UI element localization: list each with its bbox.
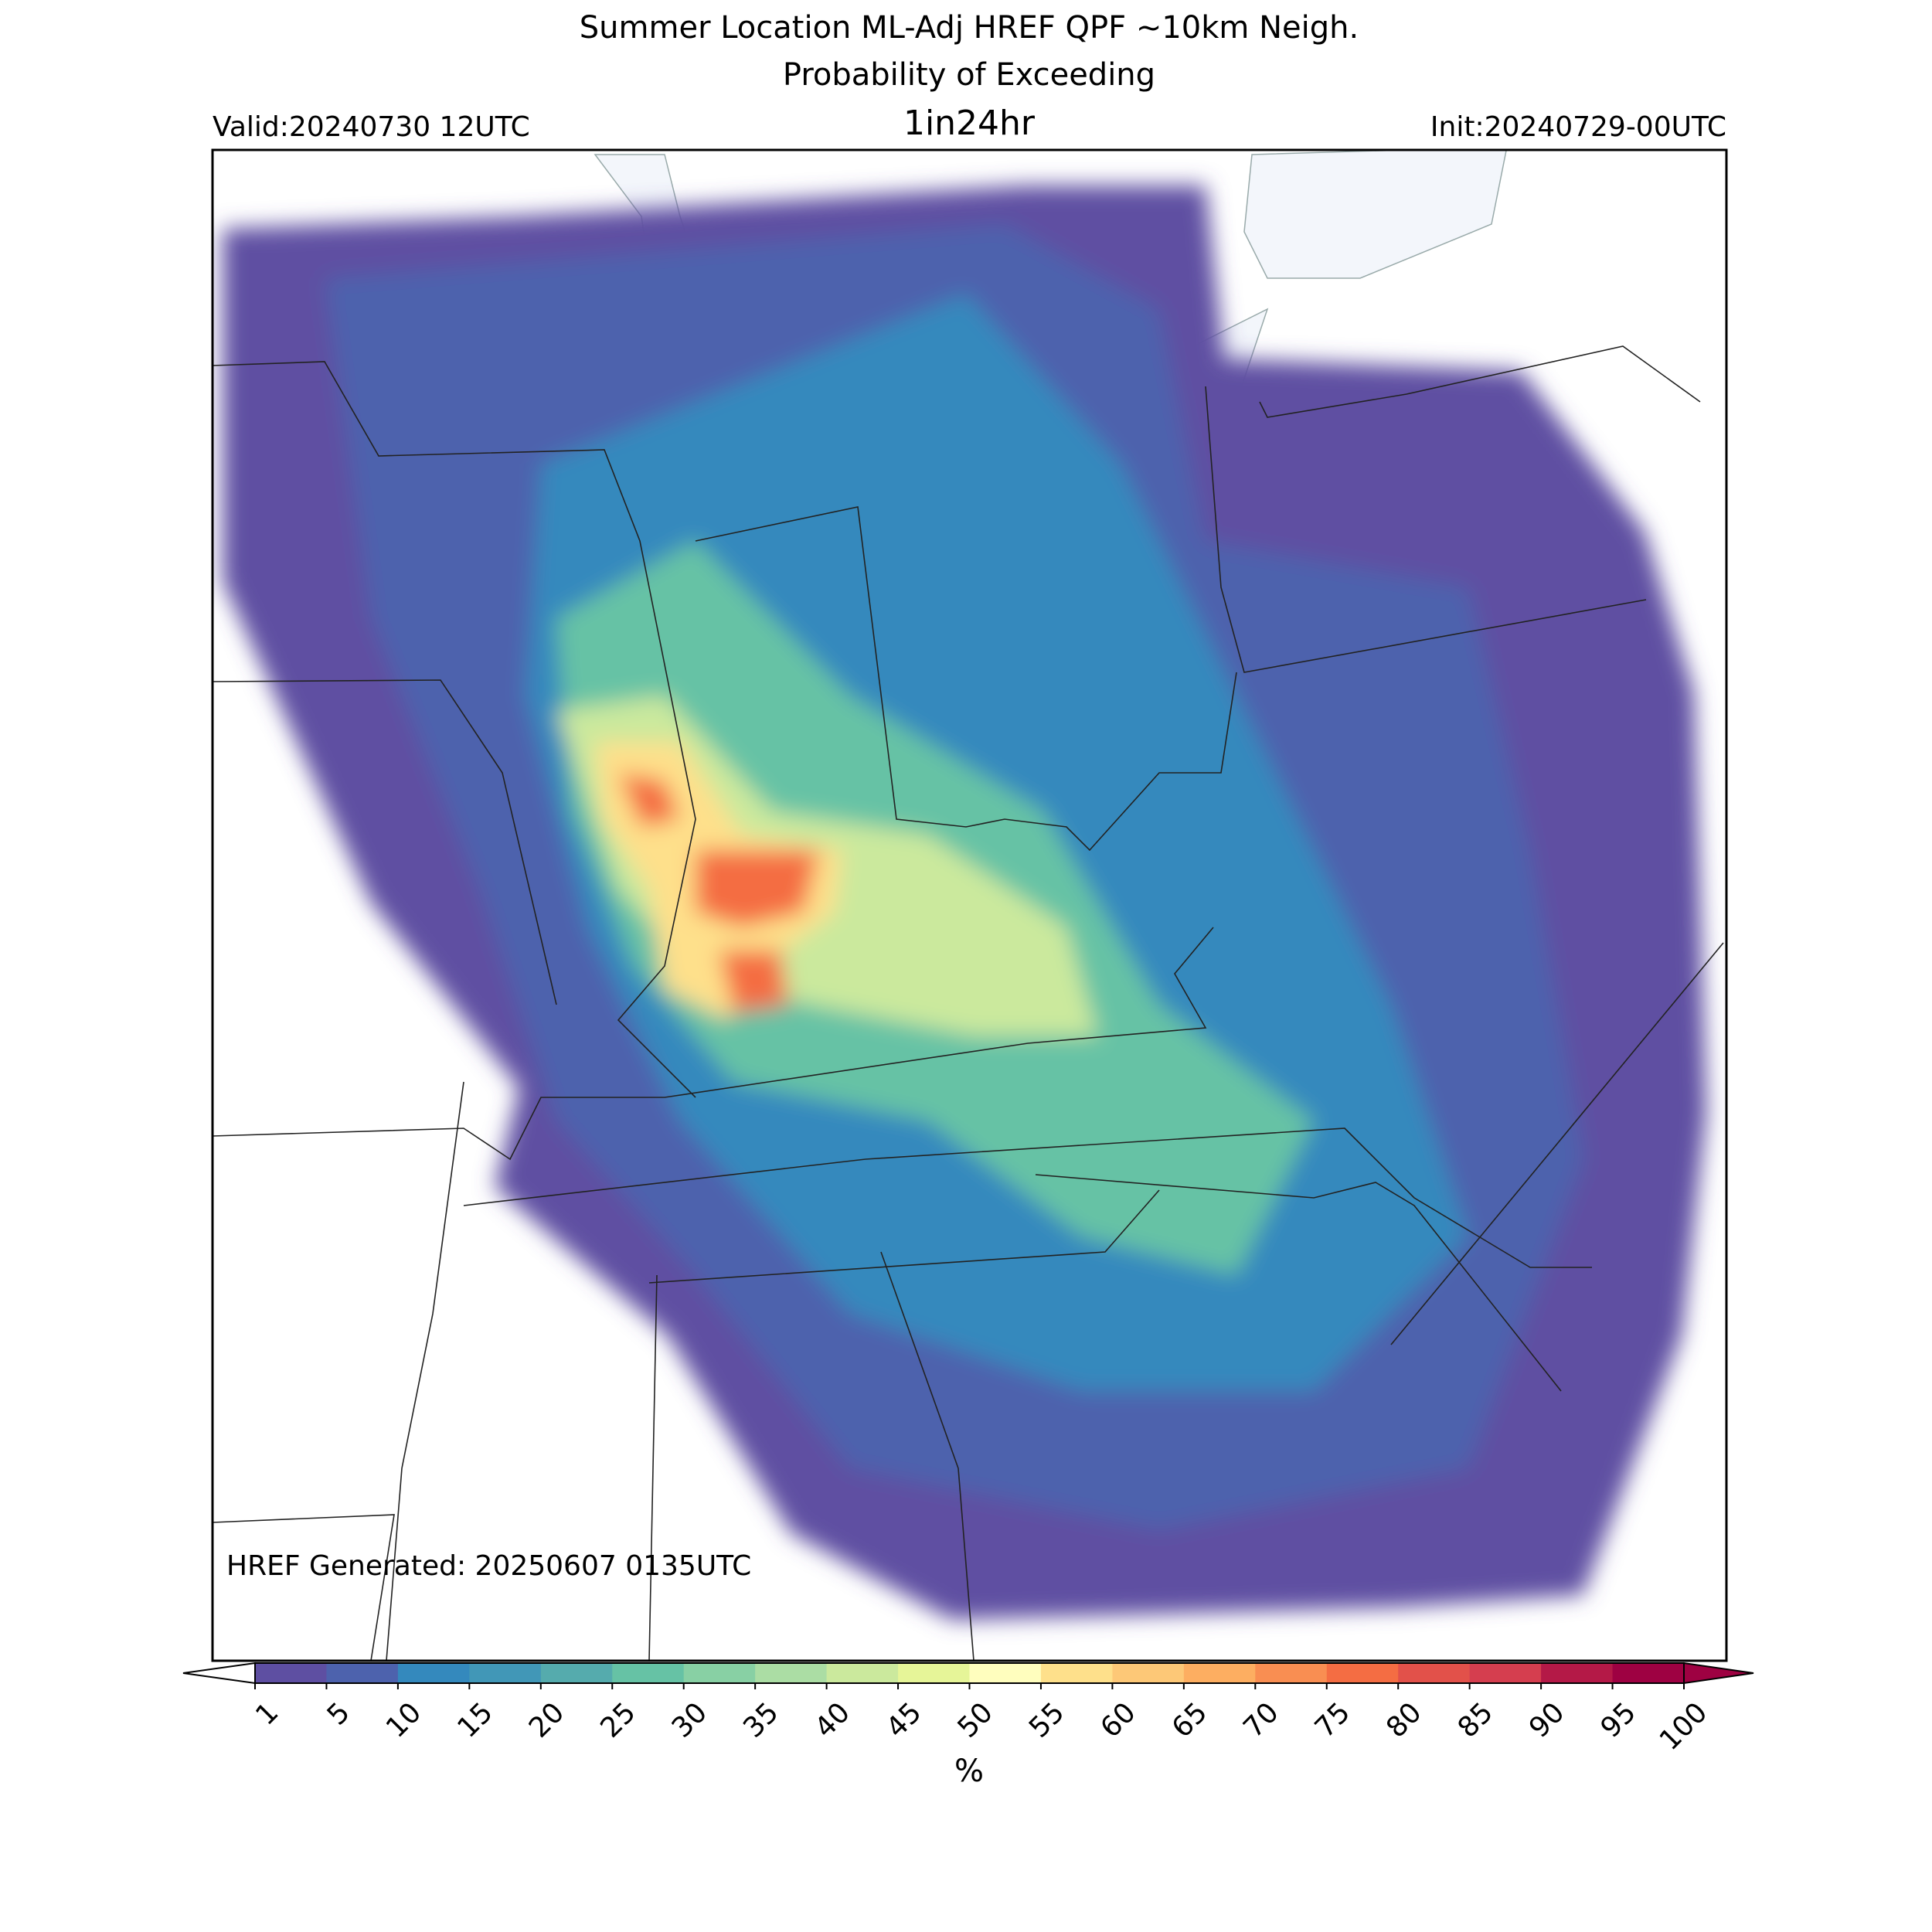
colorbar-label: % bbox=[954, 1753, 984, 1789]
colorbar-bin bbox=[1541, 1663, 1614, 1683]
colorbar-tick-label: 60 bbox=[1094, 1696, 1141, 1743]
colorbar-tick-label: 50 bbox=[952, 1696, 999, 1743]
colorbar-bin bbox=[612, 1663, 685, 1683]
colorbar-tick-label: 15 bbox=[451, 1696, 498, 1743]
colorbar-tick-label: 20 bbox=[523, 1696, 570, 1743]
map bbox=[213, 150, 1724, 1661]
colorbar-bin bbox=[1326, 1663, 1399, 1683]
colorbar-tick-label: 70 bbox=[1237, 1696, 1284, 1743]
colorbar-tick-label: 1 bbox=[250, 1696, 284, 1731]
colorbar-bin bbox=[1612, 1663, 1685, 1683]
colorbar-tick-label: 95 bbox=[1595, 1696, 1642, 1743]
colorbar-under bbox=[182, 1662, 256, 1685]
colorbar-tick-label: 65 bbox=[1166, 1696, 1213, 1743]
colorbar-tick-label: 10 bbox=[380, 1696, 427, 1743]
colorbar-tick-label: 30 bbox=[666, 1696, 713, 1743]
colorbar-bin bbox=[469, 1663, 542, 1683]
colorbar-over bbox=[1683, 1662, 1754, 1685]
colorbar-bin bbox=[540, 1663, 613, 1683]
colorbar-bin bbox=[683, 1663, 756, 1683]
colorbar-tick-label: 35 bbox=[737, 1696, 784, 1743]
colorbar-bin bbox=[255, 1663, 327, 1683]
title-line2: Probability of Exceeding bbox=[783, 57, 1155, 93]
colorbar-bin bbox=[969, 1663, 1042, 1683]
colorbar-tick-label: 25 bbox=[594, 1696, 641, 1743]
colorbar-bin bbox=[1255, 1663, 1328, 1683]
colorbar-bin bbox=[1469, 1663, 1542, 1683]
colorbar-tick-label: 90 bbox=[1523, 1696, 1570, 1743]
colorbar-tick-label: 40 bbox=[809, 1696, 856, 1743]
colorbar-tick-label: 75 bbox=[1309, 1696, 1356, 1743]
colorbar-tick-label: 55 bbox=[1023, 1696, 1070, 1743]
colorbar-tick-label: 85 bbox=[1452, 1696, 1499, 1743]
colorbar-tick-label: 80 bbox=[1380, 1696, 1427, 1743]
colorbar-bin bbox=[898, 1663, 970, 1683]
colorbar-bin bbox=[397, 1663, 470, 1683]
colorbar-tick-label: 45 bbox=[880, 1696, 927, 1743]
title-threshold: 1in24hr bbox=[903, 104, 1036, 143]
colorbar-bin bbox=[755, 1663, 828, 1683]
colorbar-bin bbox=[1040, 1663, 1113, 1683]
colorbar: 1 5 10 15 20 25 30 35 40 45 50 55 60 65 70 75 80 85 90 95 10… bbox=[182, 1662, 1754, 1757]
probability-field bbox=[223, 185, 1706, 1620]
init-time: Init:20240729-00UTC bbox=[1430, 111, 1726, 143]
map-frame bbox=[211, 148, 1728, 1662]
colorbar-tick-label: 100 bbox=[1654, 1696, 1714, 1757]
colorbar-bin bbox=[1112, 1663, 1185, 1683]
boundaries bbox=[213, 345, 1724, 1661]
colorbar-bin bbox=[1398, 1663, 1471, 1683]
colorbar-bin bbox=[826, 1663, 899, 1683]
colorbar-bin bbox=[326, 1663, 399, 1683]
colorbar-bin bbox=[1183, 1663, 1256, 1683]
title-line1: Summer Location ML-Adj HREF QPF ~10km Ne… bbox=[580, 10, 1359, 46]
generated-note: HREF Generated: 20250607 0135UTC bbox=[226, 1550, 751, 1582]
colorbar-tick-label: 5 bbox=[321, 1696, 356, 1731]
valid-time: Valid:20240730 12UTC bbox=[213, 111, 530, 143]
